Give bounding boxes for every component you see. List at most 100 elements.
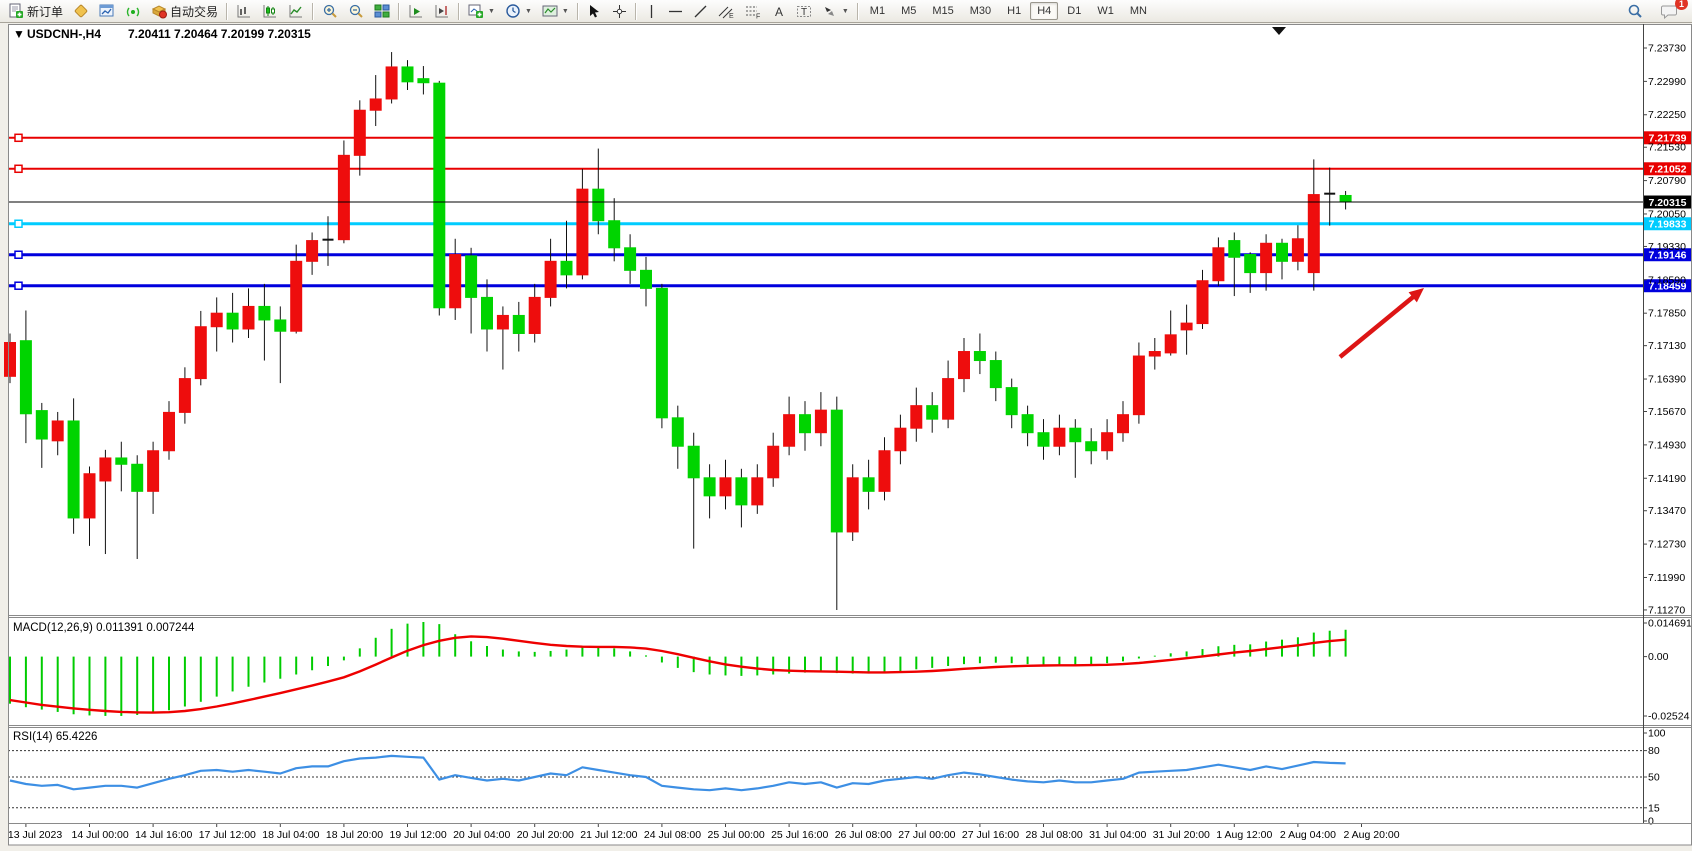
text-label-tool-button[interactable]: T — [792, 2, 816, 21]
timeframe-button-m15[interactable]: M15 — [932, 5, 954, 17]
chevron-down-icon: ▼ — [561, 7, 569, 15]
candle-body — [1132, 355, 1145, 416]
cursor-icon — [589, 4, 599, 17]
candle-body — [1069, 427, 1082, 443]
time-axis-label: 20 Jul 20:00 — [517, 829, 574, 841]
signal-button[interactable] — [121, 1, 145, 21]
price-tick-label: 7.23730 — [1648, 43, 1686, 55]
hline-anchor[interactable] — [14, 164, 23, 174]
hline-object-7.21052[interactable] — [8, 164, 1643, 174]
notifications-button[interactable]: 1 — [1657, 0, 1688, 21]
candle-body — [481, 296, 493, 330]
channel-tool-button[interactable]: E — [714, 2, 739, 21]
candle-chart-mode-button[interactable] — [258, 1, 282, 21]
time-axis-label: 1 Aug 12:00 — [1216, 829, 1272, 841]
candle-body — [592, 188, 605, 222]
candle-body — [496, 314, 509, 330]
toolbar-separator — [576, 2, 579, 20]
candle-body — [337, 154, 350, 241]
candle-body — [767, 445, 780, 479]
gold-diamond-icon — [74, 4, 88, 18]
bar-chart-icon — [237, 5, 251, 18]
horizontal-line-icon — [668, 10, 682, 12]
price-tick-label: 7.19330 — [1648, 241, 1686, 253]
zoom-in-button[interactable] — [318, 1, 342, 21]
crosshair-tool-button[interactable] — [608, 2, 631, 21]
timeframe-button-w1[interactable]: W1 — [1097, 5, 1114, 17]
hline-object-7.18459[interactable] — [8, 281, 1643, 290]
candle-body — [671, 417, 684, 447]
timeframe-button-h4[interactable]: H4 — [1030, 2, 1059, 20]
chart-ohlc-values: 7.20411 7.20464 7.20199 7.20315 — [128, 27, 311, 41]
candle-body — [719, 477, 732, 497]
fibonacci-tool-button[interactable]: F — [741, 2, 766, 21]
bar-chart-mode-button[interactable] — [232, 1, 256, 21]
new-order-button[interactable]: 新订单 — [4, 1, 67, 22]
time-axis-label: 26 Jul 08:00 — [835, 829, 892, 841]
candle-body — [640, 269, 652, 289]
candle-body — [210, 312, 223, 328]
zoom-out-button[interactable] — [344, 1, 368, 21]
hline-object-7.19833[interactable] — [8, 219, 1643, 229]
chart-shift-icon — [435, 5, 449, 18]
chevron-down-icon: ▼ — [841, 7, 849, 15]
svg-text:7.18459: 7.18459 — [1649, 281, 1687, 293]
timeframe-button-mn[interactable]: MN — [1129, 5, 1147, 17]
price-tick-label: 7.20790 — [1648, 175, 1686, 187]
candle-body — [703, 477, 716, 497]
search-button[interactable] — [1623, 1, 1647, 21]
time-axis-label: 14 Jul 16:00 — [135, 829, 192, 841]
timeframe-button-m30[interactable]: M30 — [969, 5, 992, 17]
chart-window-button[interactable] — [95, 1, 119, 21]
text-label-icon: T — [796, 5, 811, 18]
auto-scroll-button[interactable] — [404, 1, 428, 21]
periods-button[interactable]: ▼ — [501, 1, 536, 21]
arrow-annotation[interactable] — [1338, 288, 1424, 359]
new-chart-button[interactable]: ▼ — [464, 1, 499, 21]
auto-trading-button[interactable]: 自动交易 — [147, 1, 222, 22]
candle-body — [115, 457, 128, 465]
candle-body — [862, 477, 875, 492]
templates-button[interactable]: ▼ — [538, 1, 573, 21]
time-axis-label: 2 Aug 04:00 — [1280, 829, 1336, 841]
chart-shift-button[interactable] — [430, 1, 454, 21]
timeframe-button-h1[interactable]: H1 — [1007, 5, 1022, 17]
candle-body — [4, 342, 16, 377]
candle-body — [19, 340, 32, 415]
trendline-tool-button[interactable] — [689, 2, 712, 21]
candle-body — [1085, 441, 1098, 452]
candle-body — [417, 78, 430, 84]
toolbar-separator — [226, 2, 229, 20]
tile-windows-button[interactable] — [370, 1, 394, 21]
candle-body — [306, 240, 319, 262]
candle-body — [1053, 427, 1066, 447]
timeframe-button-m1[interactable]: M1 — [869, 5, 886, 17]
market-watch-button[interactable] — [69, 1, 93, 21]
candle-body — [576, 188, 589, 276]
hline-object-7.21739[interactable] — [8, 133, 1643, 143]
candle-body — [560, 260, 573, 276]
line-chart-mode-button[interactable] — [284, 1, 308, 21]
arrows-tool-button[interactable]: ▼ — [818, 2, 853, 21]
price-tick-label: 7.20050 — [1648, 208, 1686, 220]
candle-body — [608, 220, 621, 249]
hline-object-7.19146[interactable] — [8, 250, 1643, 259]
hline-anchor[interactable] — [14, 133, 23, 143]
timeframe-button-m5[interactable]: M5 — [901, 5, 917, 17]
price-tick-label: 7.17850 — [1648, 308, 1686, 320]
candle-body — [449, 254, 462, 309]
cursor-tool-button[interactable] — [583, 2, 606, 21]
rsi-line — [9, 754, 1346, 792]
hline-anchor[interactable] — [14, 219, 23, 229]
horizontal-line-tool-button[interactable] — [664, 2, 687, 21]
time-axis-label: 19 Jul 12:00 — [390, 829, 447, 841]
hline-anchor[interactable] — [14, 281, 23, 290]
chart-title-marker[interactable]: ▼ — [13, 27, 25, 41]
chart-shift-marker-icon[interactable] — [1272, 27, 1286, 35]
timeframe-button-d1[interactable]: D1 — [1067, 5, 1082, 17]
vertical-line-tool-button[interactable] — [641, 2, 662, 21]
text-tool-button[interactable]: A — [768, 2, 790, 21]
hline-anchor[interactable] — [14, 250, 23, 259]
svg-text:7.19833: 7.19833 — [1649, 219, 1687, 231]
